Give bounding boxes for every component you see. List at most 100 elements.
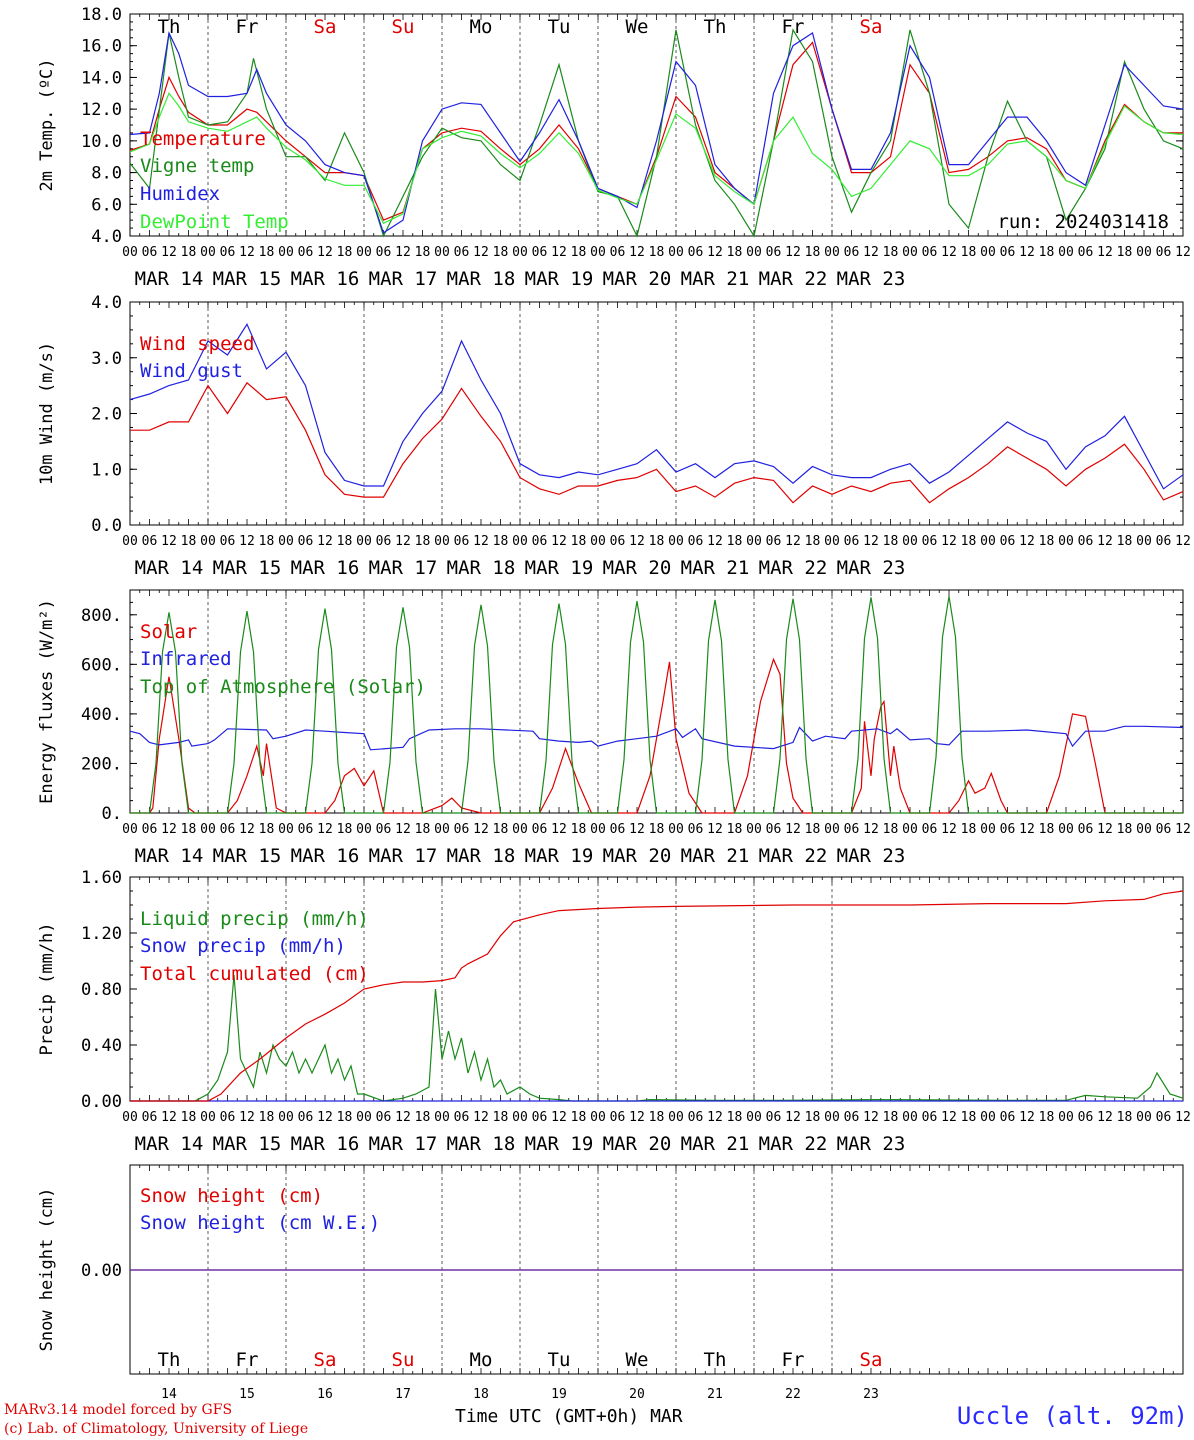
x-axis-title: Time UTC (GMT+0h) MAR — [455, 1406, 683, 1427]
hour-label: 18 — [883, 822, 899, 837]
hour-label: 00 — [902, 534, 918, 549]
panel-3-frame — [129, 589, 1184, 814]
hour-label: 12 — [317, 534, 333, 549]
hour-label: 00 — [1136, 534, 1152, 549]
date-label: MAR 18 — [447, 557, 516, 579]
hour-label: 12 — [317, 245, 333, 260]
hour-label: 18 — [181, 822, 197, 837]
date-label: MAR 19 — [525, 1133, 594, 1155]
hour-label: 12 — [1175, 1110, 1191, 1125]
hour-label: 00 — [824, 534, 840, 549]
hour-label: 18 — [337, 534, 353, 549]
hour-label: 18 — [337, 822, 353, 837]
hour-label: 00 — [356, 245, 372, 260]
y-tick-label: 800. — [81, 606, 122, 626]
hour-label: 12 — [1019, 1110, 1035, 1125]
hour-label: 18 — [571, 245, 587, 260]
hour-label: 06 — [298, 822, 314, 837]
y-tick-label: 0.0 — [91, 516, 122, 536]
date-label: MAR 14 — [135, 1133, 204, 1155]
hour-label: 18 — [1039, 245, 1055, 260]
hour-label: 00 — [668, 245, 684, 260]
y-tick-label: 400. — [81, 705, 122, 725]
hour-label: 12 — [395, 1110, 411, 1125]
hour-label: 00 — [1058, 245, 1074, 260]
date-label: MAR 21 — [681, 1133, 750, 1155]
y-axis-label: 10m Wind (m/s) — [37, 342, 57, 485]
day-number: 14 — [161, 1387, 177, 1400]
hour-label: 00 — [278, 822, 294, 837]
hour-label: 06 — [1000, 245, 1016, 260]
day-name-bottom: Fr — [236, 1349, 259, 1371]
hour-label: 06 — [610, 1110, 626, 1125]
hour-label: 06 — [688, 534, 704, 549]
hour-label: 12 — [863, 1110, 879, 1125]
hour-label: 12 — [473, 245, 489, 260]
hour-label: 18 — [961, 534, 977, 549]
hour-label: 00 — [122, 534, 138, 549]
hour-label: 00 — [1058, 534, 1074, 549]
hour-label: 12 — [785, 534, 801, 549]
hour-label: 18 — [415, 822, 431, 837]
hour-label: 00 — [434, 245, 450, 260]
legend-entry: Vigne temp — [140, 155, 254, 177]
hour-label: 00 — [902, 1110, 918, 1125]
hour-label: 06 — [844, 822, 860, 837]
hour-label: 00 — [512, 1110, 528, 1125]
hour-label: 00 — [902, 245, 918, 260]
day-number: 22 — [785, 1387, 801, 1400]
hour-label: 12 — [863, 245, 879, 260]
date-label: MAR 16 — [291, 845, 360, 867]
series-total-cumulated-cm- — [130, 890, 1184, 1102]
hour-label: 06 — [1156, 534, 1172, 549]
hour-label: 00 — [278, 534, 294, 549]
hour-label: 18 — [1117, 245, 1133, 260]
hour-label: 12 — [1097, 822, 1113, 837]
y-tick-label: 18.0 — [81, 5, 122, 25]
day-name-top: Sa — [314, 16, 337, 38]
hour-label: 12 — [551, 245, 567, 260]
hour-label: 18 — [649, 245, 665, 260]
hour-label: 18 — [493, 822, 509, 837]
hour-label: 12 — [161, 1110, 177, 1125]
hour-label: 06 — [454, 1110, 470, 1125]
date-label: MAR 19 — [525, 557, 594, 579]
hour-label: 18 — [259, 822, 275, 837]
hour-label: 18 — [1117, 1110, 1133, 1125]
hour-label: 00 — [980, 1110, 996, 1125]
hour-label: 12 — [1097, 245, 1113, 260]
hour-label: 18 — [727, 245, 743, 260]
y-axis-label: Snow height (cm) — [37, 1188, 57, 1352]
hour-label: 12 — [239, 245, 255, 260]
day-number: 16 — [317, 1387, 333, 1400]
hour-label: 18 — [493, 1110, 509, 1125]
date-label: MAR 20 — [603, 845, 672, 867]
hour-label: 12 — [1175, 534, 1191, 549]
date-label: MAR 16 — [291, 557, 360, 579]
hour-label: 18 — [181, 534, 197, 549]
legend-entry: Total cumulated (cm) — [140, 963, 369, 985]
y-tick-label: 12.0 — [81, 100, 122, 120]
date-label: MAR 16 — [291, 268, 360, 290]
hour-label: 18 — [571, 1110, 587, 1125]
hour-label: 00 — [746, 534, 762, 549]
date-label: MAR 17 — [369, 845, 438, 867]
date-label: MAR 20 — [603, 557, 672, 579]
hour-label: 18 — [1039, 534, 1055, 549]
hour-label: 06 — [376, 822, 392, 837]
hour-label: 00 — [590, 1110, 606, 1125]
hour-label: 06 — [454, 822, 470, 837]
day-number: 15 — [239, 1387, 255, 1400]
hour-label: 06 — [922, 534, 938, 549]
hour-label: 06 — [220, 1110, 236, 1125]
day-name-bottom: Th — [158, 1349, 181, 1371]
date-label: MAR 23 — [837, 1133, 906, 1155]
date-label: MAR 22 — [759, 845, 828, 867]
hour-label: 12 — [1175, 245, 1191, 260]
hour-label: 00 — [746, 822, 762, 837]
date-label: MAR 14 — [135, 268, 204, 290]
day-name-top: Fr — [236, 16, 259, 38]
hour-label: 06 — [376, 534, 392, 549]
station-label: Uccle (alt. 92m) — [956, 1402, 1188, 1430]
hour-label: 00 — [122, 1110, 138, 1125]
